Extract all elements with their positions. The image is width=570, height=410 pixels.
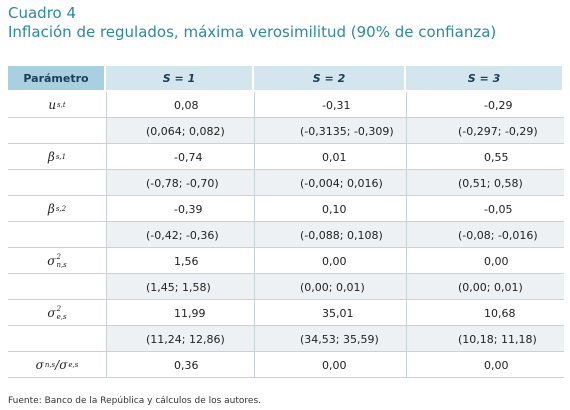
scripts: e,s: [68, 361, 78, 369]
table-label: Cuadro 4: [8, 4, 77, 22]
interval: (-0,088; 0,108): [300, 228, 383, 242]
interval-band: [106, 118, 564, 144]
scripts: n,s: [45, 361, 55, 369]
parameter: β s,1: [8, 144, 106, 170]
interval: (11,24; 12,86): [146, 332, 225, 346]
value: -0,31: [322, 98, 351, 112]
subscript: s,t: [57, 101, 66, 109]
interval-band: [106, 170, 564, 196]
row-rule: [8, 195, 564, 196]
row-rule: [8, 169, 564, 170]
value: 0,00: [322, 254, 347, 268]
value: 0,01: [322, 150, 347, 164]
symbol: β: [47, 150, 55, 164]
interval: (-0,78; -0,70): [146, 176, 219, 190]
subscript: s,1: [55, 153, 67, 161]
value: -0,05: [484, 202, 513, 216]
value: 0,00: [484, 358, 509, 372]
interval: (10,18; 11,18): [458, 332, 537, 346]
interval: (-0,004; 0,016): [300, 176, 383, 190]
row-rule: [8, 117, 564, 118]
column-header: Parámetro: [8, 66, 106, 90]
parameter: σ 2 e,s: [8, 300, 106, 326]
value: 10,68: [484, 306, 516, 320]
interval: (0,064; 0,082): [146, 124, 225, 138]
subscript: s,2: [55, 205, 67, 213]
subscript: e,s: [68, 361, 79, 369]
row-rule: [8, 299, 564, 300]
symbol: β: [47, 202, 55, 216]
superscript: 2: [56, 253, 61, 261]
value: 0,08: [174, 98, 199, 112]
column-header: S = 2: [254, 66, 406, 90]
interval-band: [106, 222, 564, 248]
row-rule: [8, 143, 564, 144]
parameter: β s,2: [8, 196, 106, 222]
value: 0,00: [484, 254, 509, 268]
column-rule: [106, 92, 107, 378]
value: -0,39: [174, 202, 203, 216]
parameter: σ n,s / σ e,s: [8, 352, 106, 378]
subscript: n,s: [56, 261, 67, 269]
value: 11,99: [174, 306, 206, 320]
value: 0,36: [174, 358, 199, 372]
subscript: n,s: [44, 361, 56, 369]
column-rule: [254, 92, 255, 378]
interval: (34,53; 35,59): [300, 332, 379, 346]
symbol: /: [55, 358, 60, 372]
source-note: Fuente: Banco de la República y cálculos…: [8, 396, 261, 406]
column-header: S = 1: [106, 66, 254, 90]
scripts: s,1: [56, 153, 66, 161]
column-header: S = 3: [406, 66, 564, 90]
symbol: σ: [35, 358, 44, 372]
scripts: 2 e,s: [57, 305, 67, 321]
symbol: σ: [47, 306, 56, 320]
parameter: u s,t: [8, 92, 106, 118]
value: 35,01: [322, 306, 354, 320]
interval-band: [106, 326, 564, 352]
value: -0,74: [174, 150, 203, 164]
interval: (0,00; 0,01): [300, 280, 365, 294]
value: -0,29: [484, 98, 513, 112]
interval: (0,51; 0,58): [458, 176, 523, 190]
interval: (0,00; 0,01): [458, 280, 523, 294]
interval: (-0,3135; -0,309): [300, 124, 394, 138]
scripts: s,t: [57, 101, 66, 109]
column-rule: [406, 92, 407, 378]
value: 0,55: [484, 150, 509, 164]
parameter: σ 2 n,s: [8, 248, 106, 274]
symbol: u: [48, 98, 57, 112]
row-rule: [8, 325, 564, 326]
value: 1,56: [174, 254, 199, 268]
value: 0,00: [322, 358, 347, 372]
symbol: σ: [59, 358, 68, 372]
row-rule: [8, 377, 564, 378]
interval: (-0,297; -0,29): [458, 124, 538, 138]
row-rule: [8, 247, 564, 248]
row-rule: [8, 273, 564, 274]
symbol: σ: [47, 254, 56, 268]
row-rule: [8, 351, 564, 352]
interval: (-0,08; -0,016): [458, 228, 538, 242]
interval-band: [106, 274, 564, 300]
subscript: e,s: [56, 313, 67, 321]
scripts: 2 n,s: [56, 253, 66, 269]
value: 0,10: [322, 202, 347, 216]
row-rule: [8, 221, 564, 222]
superscript: 2: [56, 305, 62, 313]
table-title: Inflación de regulados, máxima verosimil…: [8, 23, 497, 41]
interval: (1,45; 1,58): [146, 280, 211, 294]
interval: (-0,42; -0,36): [146, 228, 219, 242]
scripts: s,2: [56, 205, 66, 213]
